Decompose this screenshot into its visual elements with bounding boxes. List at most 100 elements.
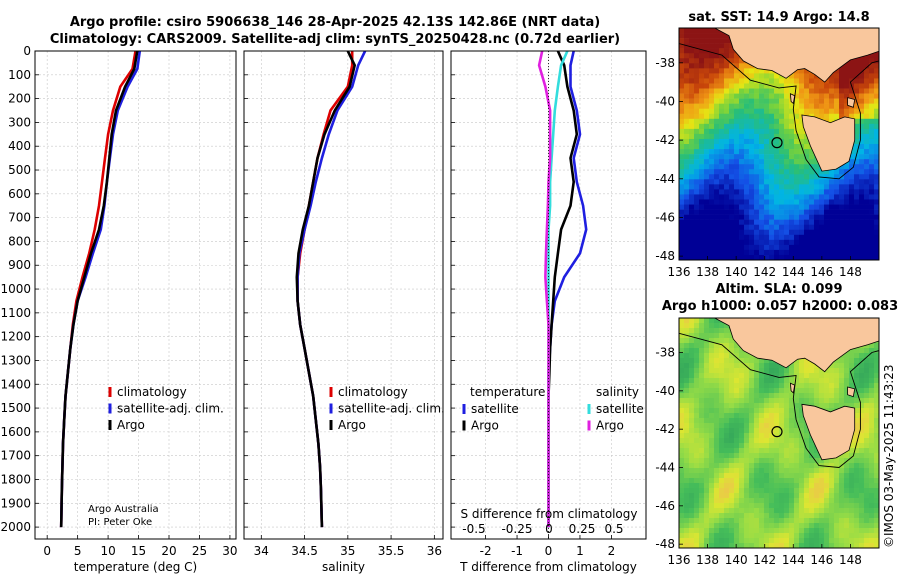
- map-cell: [819, 508, 825, 514]
- map-cell: [799, 528, 805, 534]
- map-cell: [689, 113, 695, 120]
- salinity-panel: 34 34.5 35 35.5 36salinityclimatologysatelli…: [243, 50, 445, 574]
- map-cell: [799, 108, 805, 115]
- map-cell: [864, 348, 870, 354]
- map-cell: [744, 209, 750, 215]
- map-cell: [704, 43, 710, 49]
- map-cell: [849, 468, 855, 474]
- map-cell: [729, 244, 735, 251]
- map-cell: [834, 368, 840, 374]
- map-cell: [789, 508, 795, 514]
- x-tick-label: 5: [74, 544, 82, 558]
- map-cell: [764, 398, 770, 404]
- map-cell: [694, 463, 700, 469]
- map-cell: [734, 488, 740, 494]
- map-cell: [724, 368, 730, 374]
- map-cell: [854, 174, 860, 180]
- map-cell: [829, 383, 835, 389]
- map-cell: [714, 169, 720, 175]
- map-cell: [759, 443, 765, 449]
- map-cell: [839, 88, 845, 94]
- map-cell: [809, 194, 815, 200]
- map-cell: [689, 348, 695, 354]
- map-cell: [679, 154, 685, 160]
- map-cell: [854, 463, 860, 469]
- map-cell: [759, 493, 765, 499]
- map-cell: [799, 398, 805, 404]
- map-cell: [774, 224, 780, 231]
- map-cell: [744, 393, 750, 399]
- map-cell: [864, 448, 870, 454]
- map-cell: [819, 234, 825, 241]
- map-cell: [699, 393, 705, 399]
- land-flinders-island: [847, 97, 856, 108]
- map-cell: [774, 78, 780, 84]
- map-cell: [834, 488, 840, 494]
- map-cell: [864, 254, 870, 260]
- x-tick-label: 34: [254, 544, 269, 558]
- map-cell: [679, 543, 685, 548]
- map-cell: [734, 378, 740, 384]
- map-cell: [784, 533, 790, 539]
- map-cell: [794, 194, 800, 200]
- map-cell: [734, 463, 740, 469]
- map-cell: [854, 63, 860, 69]
- map-cell: [719, 229, 725, 236]
- map-cell: [844, 368, 850, 374]
- map-cell: [694, 338, 700, 344]
- map-cell: [729, 403, 735, 409]
- map-cell: [869, 398, 875, 404]
- map-cell: [739, 418, 745, 424]
- map-cell: [874, 144, 879, 150]
- map-cell: [824, 239, 830, 246]
- map-cell: [689, 144, 695, 150]
- map-cell: [804, 393, 810, 399]
- map-cell: [744, 249, 750, 256]
- map-cell: [699, 194, 705, 200]
- y-tick-label: 500: [8, 163, 31, 177]
- map-cell: [689, 443, 695, 449]
- map-cell: [714, 184, 720, 190]
- map-cell: [699, 398, 705, 404]
- map-cell: [754, 93, 760, 99]
- map-cell: [734, 543, 740, 548]
- map-cell: [719, 204, 725, 210]
- map-cell: [729, 388, 735, 394]
- map-cell: [764, 358, 770, 364]
- map-cell: [709, 508, 715, 514]
- map-cell: [689, 189, 695, 195]
- map-cell: [839, 533, 845, 539]
- map-cell: [709, 393, 715, 399]
- map-cell: [784, 503, 790, 509]
- map-cell: [679, 194, 685, 200]
- map-cell: [714, 473, 720, 479]
- map-cell: [724, 239, 730, 246]
- map-cell: [814, 229, 820, 236]
- map-cell: [769, 478, 775, 484]
- map-cell: [699, 528, 705, 534]
- map-cell: [679, 428, 685, 434]
- map-cell: [704, 378, 710, 384]
- map-cell: [719, 199, 725, 205]
- map-cell: [684, 28, 690, 34]
- map-cell: [719, 113, 725, 120]
- map-cell: [769, 383, 775, 389]
- map-cell: [749, 229, 755, 236]
- map-cell: [839, 373, 845, 379]
- map-cell: [709, 473, 715, 479]
- map-cell: [754, 433, 760, 439]
- map-cell: [789, 513, 795, 519]
- map-cell: [699, 483, 705, 489]
- map-cell: [869, 458, 875, 464]
- map-cell: [824, 244, 830, 251]
- map-cell: [784, 493, 790, 499]
- map-cell: [859, 498, 865, 504]
- map-cell: [694, 199, 700, 205]
- map-cell: [749, 448, 755, 454]
- map-cell: [789, 518, 795, 524]
- map-cell: [824, 398, 830, 404]
- map-cell: [714, 68, 720, 74]
- map-cell: [849, 194, 855, 200]
- isobath-contour: [679, 332, 879, 468]
- map-cell: [864, 239, 870, 246]
